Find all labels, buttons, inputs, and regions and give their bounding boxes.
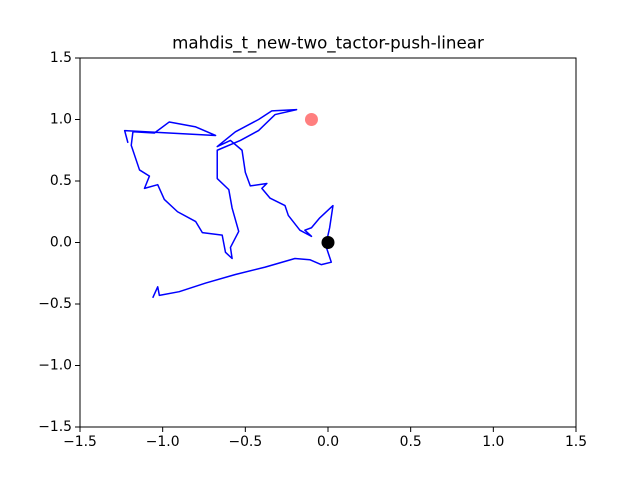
x-tick-label: −1.5 (63, 434, 97, 450)
point-marker (304, 113, 318, 126)
y-tick-label: −1.0 (38, 358, 72, 374)
y-tick-label: −0.5 (38, 296, 72, 312)
x-tick-label: 1.0 (482, 434, 504, 450)
y-tick-label: 0.5 (50, 173, 72, 189)
x-tick-label: −0.5 (228, 434, 262, 450)
point-marker (321, 236, 335, 249)
chart-title: mahdis_t_new-two_tactor-push-linear (172, 33, 484, 54)
y-tick-label: 0.0 (50, 235, 72, 251)
y-tick-label: −1.5 (38, 419, 72, 435)
x-tick-label: 0.0 (317, 434, 339, 450)
trajectory-line (123, 108, 334, 299)
x-tick-label: −1.0 (146, 434, 180, 450)
y-tick-label: 1.5 (50, 50, 72, 66)
x-tick-label: 1.5 (565, 434, 587, 450)
y-tick-label: 1.0 (50, 112, 72, 128)
x-tick-label: 0.5 (400, 434, 422, 450)
plot-frame (79, 57, 577, 428)
